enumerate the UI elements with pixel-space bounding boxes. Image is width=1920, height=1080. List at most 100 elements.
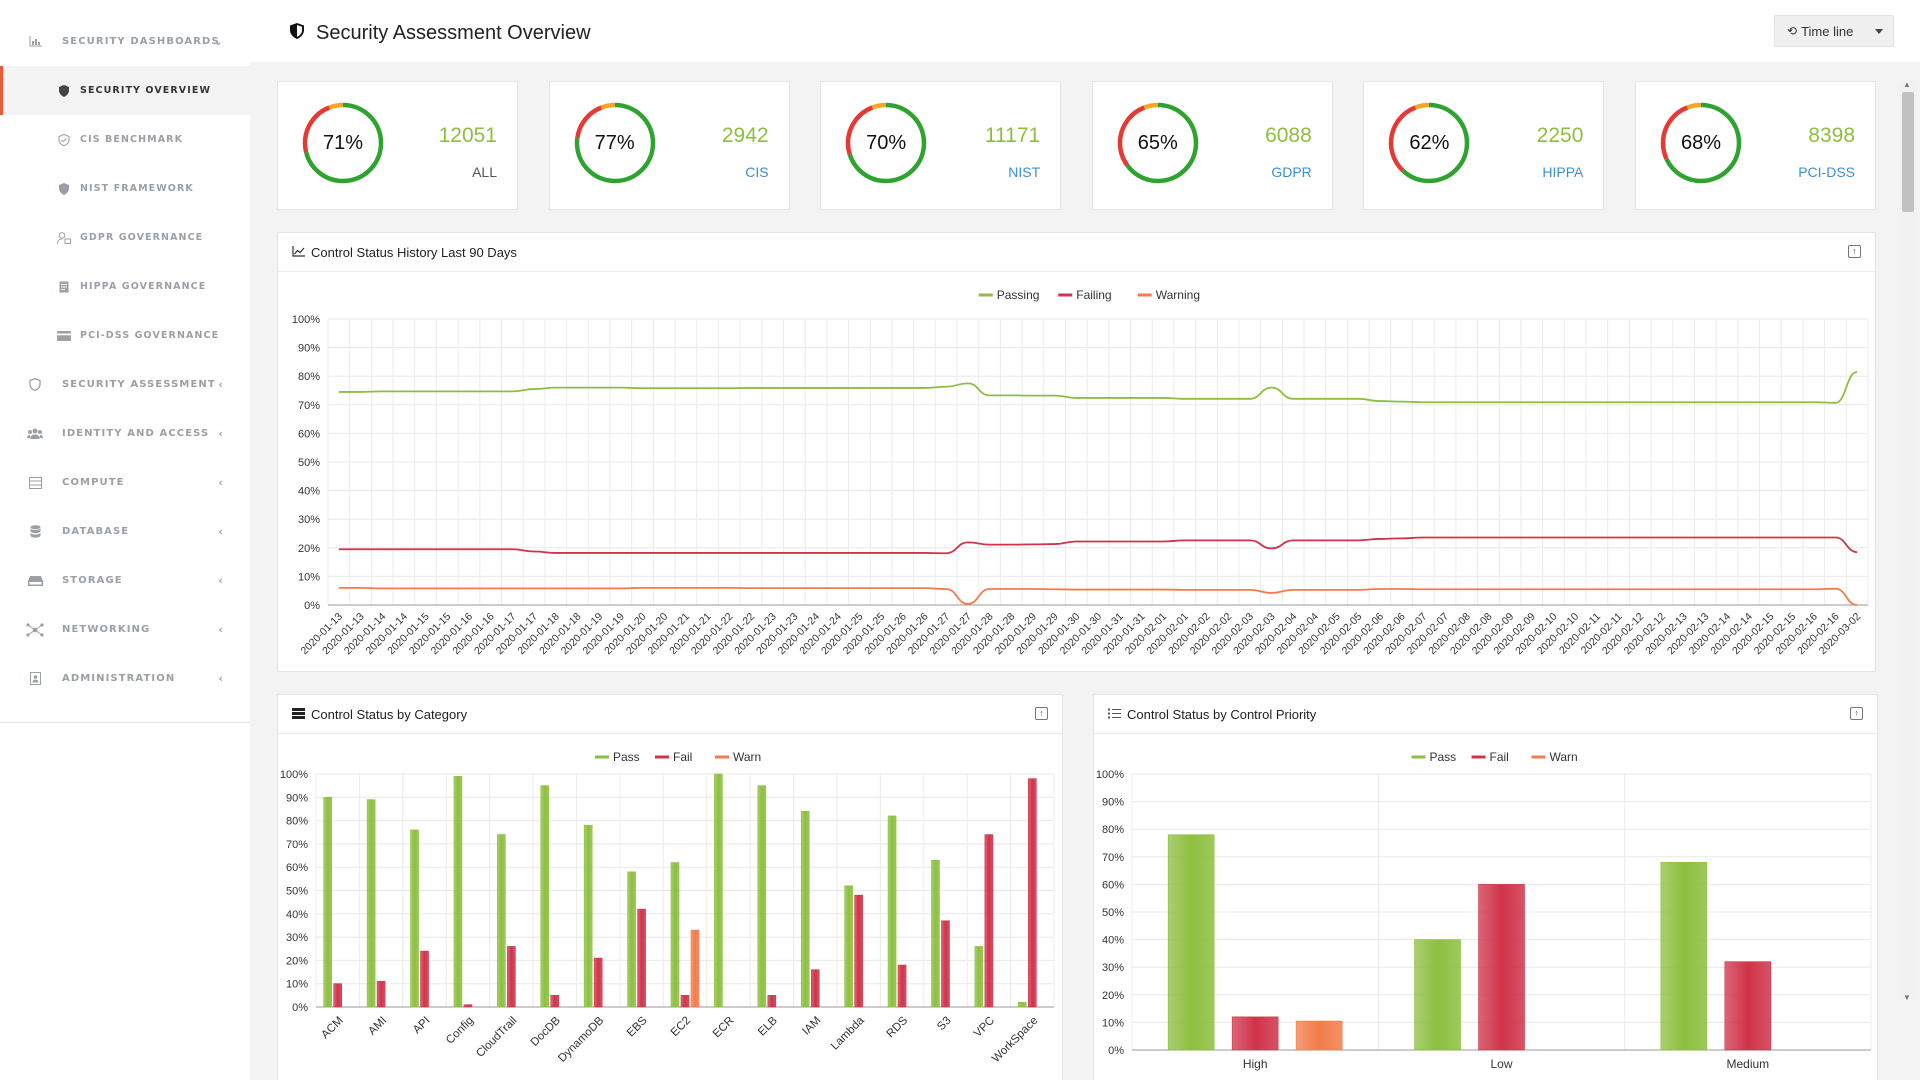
x-tick-label: CloudTrail — [474, 1015, 519, 1060]
shield-icon — [56, 84, 72, 98]
shield-outline-icon — [24, 378, 46, 392]
bar-fail-ebs — [637, 908, 646, 1008]
y-tick-label: 40% — [298, 486, 320, 498]
score-ring — [845, 102, 927, 184]
bar-fail-docdb — [550, 995, 560, 1008]
legend-label-pass: Pass — [1430, 750, 1457, 764]
y-tick-label: 0% — [292, 1002, 308, 1014]
bar-fail-lambda — [854, 894, 863, 1008]
sidebar-item-label: NIST FRAMEWORK — [80, 183, 194, 194]
sidebar-item-networking[interactable]: NETWORKING ‹ — [0, 605, 250, 654]
bar-fail-workspace — [1027, 778, 1037, 1008]
y-tick-label: 50% — [286, 886, 308, 898]
y-tick-label: 70% — [298, 400, 320, 412]
expand-icon[interactable]: ↑ — [1850, 707, 1863, 720]
scroll-up-icon[interactable]: ▲ — [1903, 80, 1911, 89]
x-tick-label: ELB — [756, 1014, 780, 1038]
x-tick-label: Config — [444, 1015, 476, 1047]
scroll-down-icon[interactable]: ▼ — [1903, 993, 1911, 1002]
framework-label[interactable]: PCI-DSS — [1798, 164, 1855, 180]
check-shield-icon — [56, 133, 72, 147]
users-icon — [24, 427, 46, 441]
x-tick-label: RDS — [885, 1014, 911, 1040]
category-panel-title: Control Status by Category — [311, 706, 468, 722]
scrollbar-thumb[interactable] — [1902, 92, 1914, 212]
framework-label[interactable]: GDPR — [1271, 164, 1312, 180]
expand-icon[interactable]: ↑ — [1035, 707, 1048, 720]
sidebar-item-label: GDPR GOVERNANCE — [80, 232, 204, 243]
y-tick-label: 70% — [286, 839, 308, 851]
kpi-card-nist[interactable]: 70% 11171 NIST — [820, 81, 1062, 210]
y-tick-label: 30% — [1102, 962, 1124, 974]
list-bars-icon — [292, 707, 305, 722]
sidebar-item-storage[interactable]: STORAGE ‹ — [0, 556, 250, 605]
sidebar-item-administration[interactable]: ADMINISTRATION ‹ — [0, 654, 250, 703]
y-tick-label: 20% — [298, 543, 320, 555]
y-tick-label: 40% — [286, 909, 308, 921]
kpi-card-pci-dss[interactable]: 68% 8398 PCI-DSS — [1635, 81, 1876, 210]
y-tick-label: 30% — [298, 514, 320, 526]
sidebar-item-security-overview[interactable]: SECURITY OVERVIEW — [0, 66, 250, 115]
sidebar-item-compute[interactable]: COMPUTE ‹ — [0, 458, 250, 507]
priority-panel-title: Control Status by Control Priority — [1127, 706, 1317, 722]
credit-card-icon — [56, 329, 72, 343]
sidebar-item-gdpr-governance[interactable]: GDPR GOVERNANCE — [0, 213, 250, 262]
sidebar-item-label: SECURITY DASHBOARDS — [62, 36, 220, 47]
sidebar-item-hippa-governance[interactable]: HIPPA GOVERNANCE — [0, 262, 250, 311]
sidebar: SECURITY DASHBOARDS ⌄ SECURITY OVERVIEW CIS… — [0, 0, 250, 1080]
chevron-left-icon: ‹ — [218, 525, 224, 538]
control-count: 6088 — [1265, 124, 1312, 147]
chevron-left-icon: ‹ — [218, 427, 224, 440]
score-percent: 77% — [594, 131, 635, 154]
y-tick-label: 100% — [292, 314, 320, 326]
sidebar-item-label: SECURITY OVERVIEW — [80, 85, 212, 96]
bar-pass-rds — [887, 815, 897, 1008]
kpi-card-gdpr[interactable]: 65% 6088 GDPR — [1091, 81, 1333, 210]
bar-pass-api — [410, 829, 419, 1008]
sidebar-item-database[interactable]: DATABASE ‹ — [0, 507, 250, 556]
bar-pass-config — [453, 776, 463, 1008]
y-tick-label: 60% — [1102, 879, 1124, 891]
sidebar-item-label: NETWORKING — [62, 624, 151, 635]
legend-label-passing: Passing — [997, 288, 1040, 302]
bar-pass-dynamodb — [583, 824, 593, 1008]
sidebar-item-cis-benchmark[interactable]: CIS BENCHMARK — [0, 115, 250, 164]
page-title-text: Security Assessment Overview — [316, 22, 591, 44]
sidebar-item-label: DATABASE — [62, 526, 130, 537]
bar-fail-rds — [897, 964, 907, 1008]
chevron-left-icon: ‹ — [218, 672, 224, 685]
priority-panel-header: Control Status by Control Priority — [1094, 695, 1877, 734]
bar-fail-iam — [810, 969, 820, 1008]
x-tick-label: IAM — [800, 1015, 823, 1038]
y-tick-label: 50% — [1102, 907, 1124, 919]
sidebar-item-pci-dss-governance[interactable]: PCI-DSS GOVERNANCE — [0, 311, 250, 360]
user-lock-icon — [56, 231, 72, 245]
kpi-card-hippa[interactable]: 62% 2250 HIPPA — [1363, 81, 1605, 210]
sidebar-item-identity-and-access[interactable]: IDENTITY AND ACCESS ‹ — [0, 409, 250, 458]
bar-pass-ec2 — [670, 862, 680, 1008]
y-tick-label: 90% — [298, 343, 320, 355]
legend-label-fail: Fail — [673, 750, 692, 764]
x-tick-label: DocDB — [529, 1014, 563, 1048]
caret-down-icon — [1875, 29, 1883, 34]
sidebar-item-security-assessment[interactable]: SECURITY ASSESSMENT ‹ — [0, 360, 250, 409]
framework-label[interactable]: HIPPA — [1542, 164, 1584, 180]
list-check-icon — [1108, 707, 1121, 722]
bar-fail-cloudtrail — [507, 946, 516, 1008]
expand-icon[interactable]: ↑ — [1848, 245, 1861, 258]
sidebar-item-security-dashboards[interactable]: SECURITY DASHBOARDS ⌄ — [0, 17, 250, 66]
framework-label[interactable]: CIS — [745, 164, 769, 180]
score-percent: 62% — [1409, 131, 1450, 154]
series-line-passing — [338, 371, 1858, 404]
y-tick-label: 90% — [1102, 797, 1124, 809]
score-ring — [302, 102, 384, 184]
x-tick-label: ACM — [319, 1015, 346, 1042]
control-count: 11171 — [984, 124, 1041, 147]
page-scrollbar[interactable]: ▲ ▼ — [1900, 80, 1914, 1002]
kpi-card-all[interactable]: 71% 12051 ALL — [277, 81, 518, 210]
legend-label-warn: Warn — [733, 750, 761, 764]
kpi-card-cis[interactable]: 77% 2942 CIS — [548, 81, 790, 210]
timeline-dropdown-button[interactable]: ⟲ Time line — [1774, 15, 1894, 47]
sidebar-item-nist-framework[interactable]: NIST FRAMEWORK — [0, 164, 250, 213]
framework-label[interactable]: NIST — [1008, 164, 1041, 180]
